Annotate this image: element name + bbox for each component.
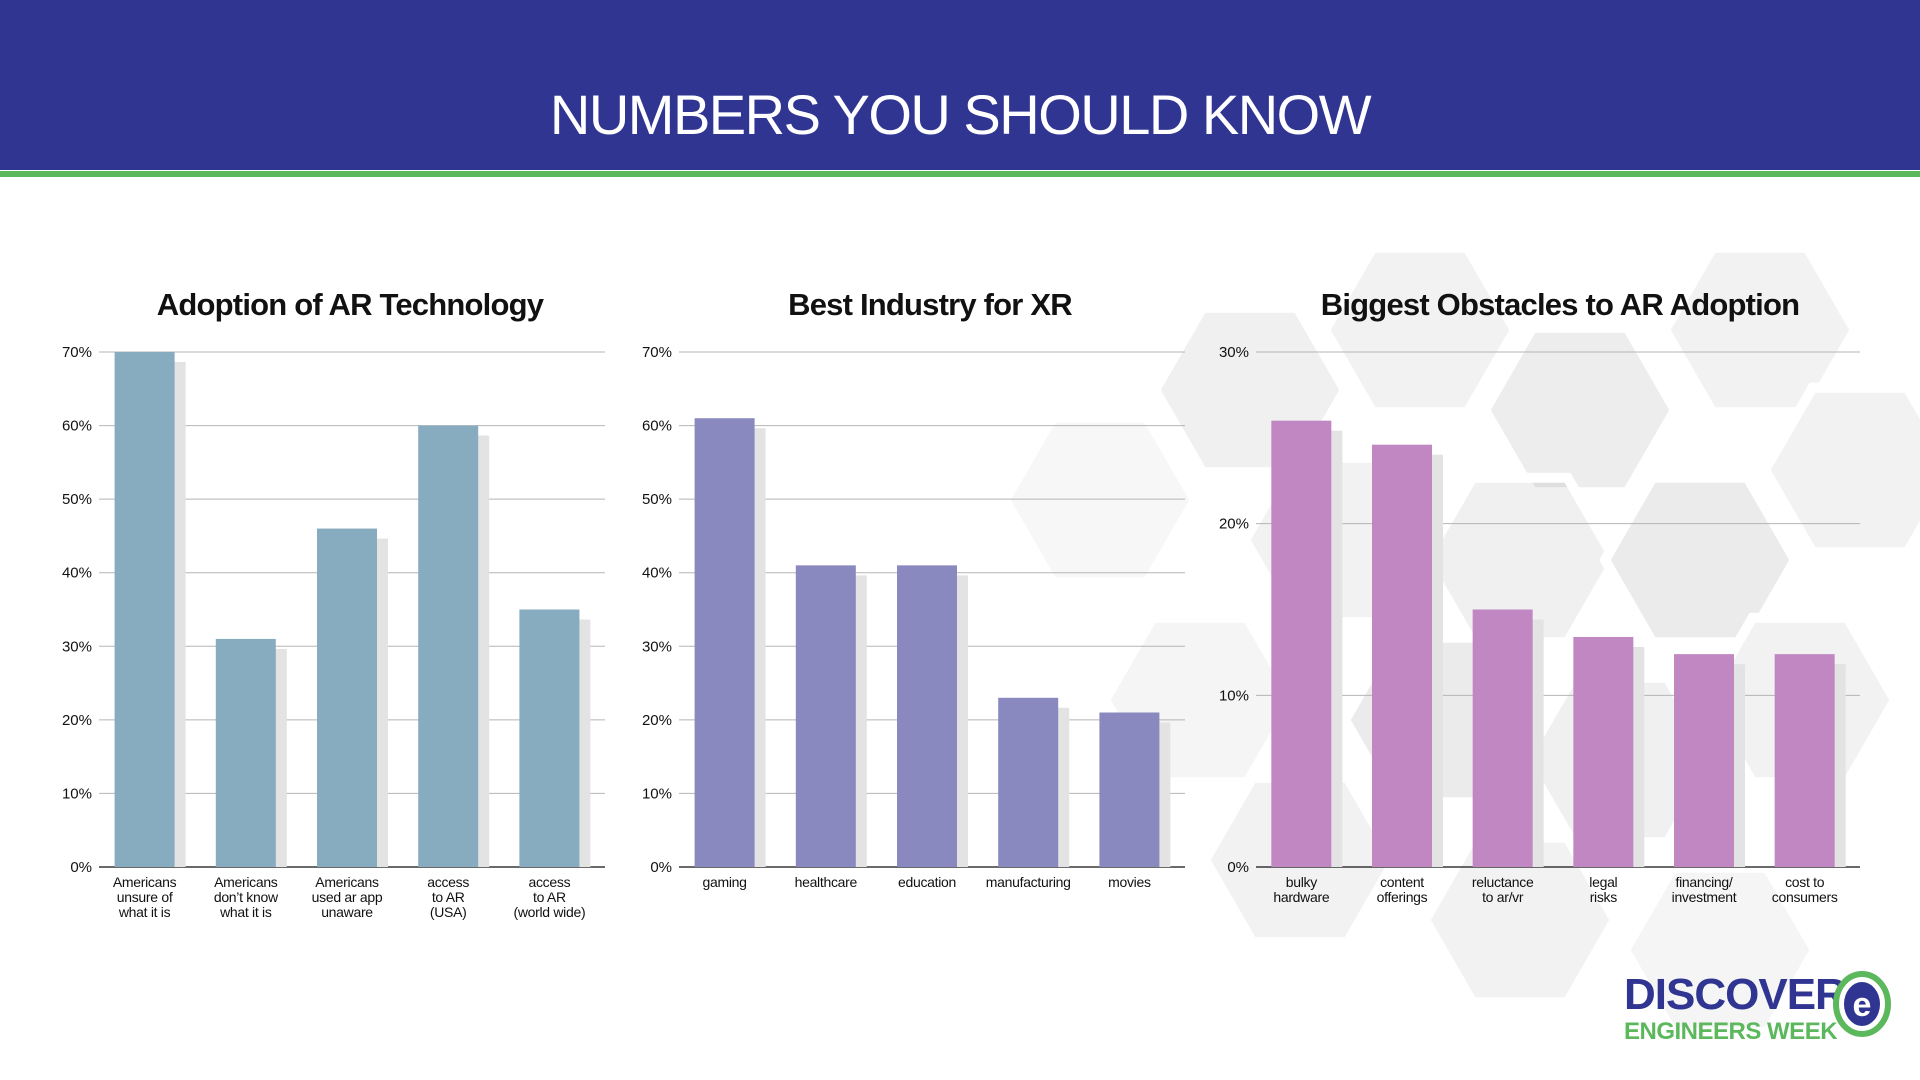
logo-mark-letter: e	[1853, 986, 1872, 1024]
background-hexagon	[1619, 862, 1821, 1038]
y-tick-label: 20%	[1219, 516, 1249, 533]
x-tick-label: to ar/vr	[1482, 889, 1524, 905]
x-tick-label: investment	[1672, 889, 1737, 905]
x-tick-label: to AR	[533, 889, 566, 905]
y-tick-label: 0%	[1227, 859, 1249, 876]
bar	[317, 528, 377, 867]
x-tick-label: legal	[1589, 874, 1617, 890]
y-tick-label: 20%	[62, 712, 92, 729]
y-tick-label: 60%	[62, 418, 92, 435]
x-tick-label: Americans	[113, 874, 177, 890]
x-tick-label: Americans	[315, 874, 379, 890]
bar	[114, 352, 175, 867]
y-tick-label: 40%	[642, 565, 672, 582]
y-tick-label: 50%	[62, 491, 92, 508]
y-tick-label: 0%	[650, 859, 672, 876]
x-tick-label: unsure of	[117, 889, 173, 905]
logo-discover-text: DISCOVER	[1624, 970, 1847, 1019]
x-tick-label: healthcare	[795, 874, 858, 890]
y-tick-label: 20%	[642, 712, 672, 729]
y-tick-label: 30%	[62, 638, 92, 655]
y-tick-label: 10%	[1219, 687, 1249, 704]
chart-title: Adoption of AR Technology	[156, 287, 544, 322]
y-tick-label: 30%	[1219, 344, 1249, 361]
x-tick-label: movies	[1108, 874, 1151, 890]
bar	[519, 609, 580, 867]
bar	[418, 425, 479, 867]
x-tick-label: used ar app	[312, 889, 383, 905]
background-hexagon	[1599, 472, 1801, 648]
y-tick-label: 60%	[642, 418, 672, 435]
bar	[1372, 444, 1432, 867]
x-tick-label: don’t know	[214, 889, 279, 905]
logo-engineers-week-text: ENGINEERS WEEK	[1624, 1018, 1838, 1045]
bar	[1573, 636, 1634, 867]
bar	[1271, 420, 1332, 867]
y-tick-label: 40%	[62, 565, 92, 582]
chart-biggest-obstacles: Biggest Obstacles to AR Adoption 0% 10% 20…	[1200, 275, 1880, 955]
x-tick-label: risks	[1590, 889, 1618, 905]
y-tick-label: 30%	[642, 638, 672, 655]
x-tick-label: what it is	[219, 904, 272, 920]
x-tick-label: unaware	[321, 904, 373, 920]
page-title: NUMBERS YOU SHOULD KNOW	[549, 83, 1372, 146]
bar	[998, 697, 1059, 867]
x-tick-label: gaming	[703, 874, 747, 890]
x-tick-label: Americans	[214, 874, 278, 890]
x-tick-label: hardware	[1273, 889, 1329, 905]
background-hexagon	[1319, 242, 1521, 418]
x-tick-label: cost to	[1785, 874, 1825, 890]
chart-best-industry-xr: Best Industry for XR 0% 10% 20% 30% 40% 50% 60…	[620, 275, 1200, 955]
chart-plot-area: 0% 10% 20% 30% 40% 50% 60% 70% gaming healthcare e…	[642, 344, 1185, 890]
y-tick-label: 10%	[62, 785, 92, 802]
x-tick-label: education	[898, 874, 956, 890]
x-tick-label: reluctance	[1472, 874, 1534, 890]
background-hexagon	[999, 412, 1201, 588]
x-tick-label: access	[529, 874, 571, 890]
bar	[1674, 654, 1734, 867]
y-tick-label: 70%	[62, 344, 92, 361]
bar	[1472, 609, 1533, 867]
x-tick-label: consumers	[1772, 889, 1838, 905]
header-accent-stripe	[0, 171, 1920, 177]
x-tick-label: (USA)	[430, 904, 467, 920]
logo-e-mark-icon: e	[1833, 971, 1891, 1037]
background-hexagon	[1419, 832, 1621, 1008]
x-tick-label: what it is	[118, 904, 171, 920]
header-banner: NUMBERS YOU SHOULD KNOW	[0, 0, 1920, 170]
chart-adoption-ar: Adoption of AR Technology 0% 10% 20% 30% 40%…	[40, 275, 620, 955]
chart-title: Biggest Obstacles to AR Adoption	[1320, 287, 1800, 322]
y-tick-label: 70%	[642, 344, 672, 361]
x-tick-label: manufacturing	[986, 874, 1071, 890]
x-tick-label: (world wide)	[513, 904, 585, 920]
bar	[1774, 654, 1835, 867]
bar	[897, 565, 957, 867]
bar	[215, 638, 276, 867]
x-tick-label: bulky	[1286, 874, 1317, 890]
y-tick-label: 0%	[70, 859, 92, 876]
bar	[1099, 712, 1160, 867]
x-tick-label: content	[1380, 874, 1424, 890]
background-hexagon	[1479, 322, 1681, 498]
background-hexagon	[1659, 242, 1861, 418]
x-tick-label: offerings	[1377, 889, 1428, 905]
y-tick-label: 50%	[642, 491, 672, 508]
x-tick-label: to AR	[432, 889, 465, 905]
bar	[795, 565, 856, 867]
x-tick-label: financing/	[1676, 874, 1733, 890]
discover-engineers-week-logo: DISCOVER ENGINEERS WEEK e	[1620, 970, 1910, 1050]
chart-title: Best Industry for XR	[788, 287, 1073, 322]
bar	[694, 418, 755, 867]
x-tick-label: access	[427, 874, 469, 890]
background-hexagon	[1759, 382, 1920, 558]
y-tick-label: 10%	[642, 785, 672, 802]
